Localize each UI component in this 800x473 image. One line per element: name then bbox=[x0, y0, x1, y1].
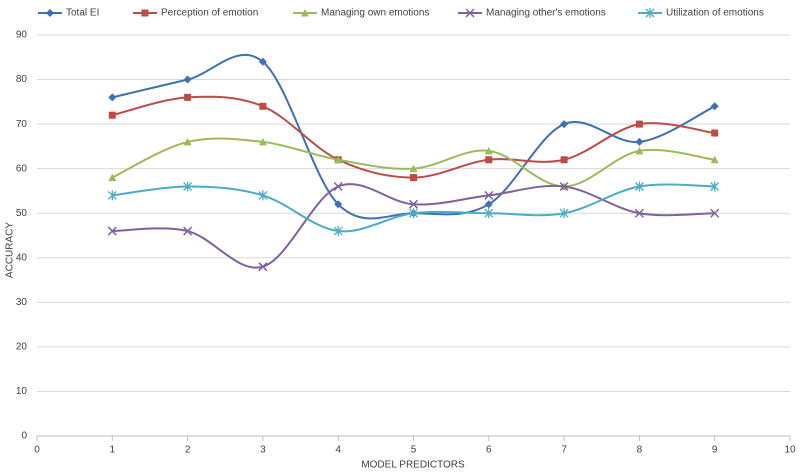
marker bbox=[334, 200, 343, 209]
legend-label: Total EI bbox=[66, 8, 99, 19]
marker bbox=[484, 208, 494, 219]
x-tick-label: 6 bbox=[486, 445, 492, 456]
x-tick-label: 8 bbox=[637, 445, 643, 456]
y-tick-label: 20 bbox=[16, 342, 28, 353]
marker bbox=[183, 226, 193, 236]
series-line bbox=[112, 183, 715, 269]
marker bbox=[107, 190, 117, 201]
marker bbox=[635, 137, 644, 146]
y-tick-label: 70 bbox=[16, 119, 28, 130]
y-tick-label: 50 bbox=[16, 208, 28, 219]
marker bbox=[634, 181, 644, 192]
y-tick-label: 30 bbox=[16, 297, 28, 308]
marker bbox=[258, 262, 268, 272]
x-tick-label: 7 bbox=[561, 445, 567, 456]
marker bbox=[485, 156, 493, 164]
x-tick-label: 2 bbox=[185, 445, 191, 456]
legend-label: Perception of emotion bbox=[161, 8, 258, 19]
legend-label: Managing other's emotions bbox=[486, 8, 606, 19]
marker bbox=[333, 226, 343, 237]
marker bbox=[108, 111, 116, 119]
marker bbox=[635, 146, 644, 155]
marker bbox=[645, 8, 655, 18]
x-axis-label: MODEL PREDICTORS bbox=[361, 460, 465, 471]
marker bbox=[711, 129, 719, 137]
marker bbox=[410, 174, 417, 182]
marker bbox=[108, 173, 117, 182]
marker bbox=[710, 208, 720, 218]
marker bbox=[258, 190, 268, 201]
marker bbox=[183, 137, 192, 146]
marker bbox=[635, 120, 643, 128]
marker bbox=[560, 156, 568, 164]
marker bbox=[409, 208, 418, 219]
marker bbox=[301, 9, 309, 17]
marker bbox=[259, 102, 267, 110]
marker bbox=[184, 93, 192, 101]
marker bbox=[183, 75, 192, 84]
marker bbox=[107, 226, 117, 236]
marker bbox=[634, 208, 644, 218]
x-tick-label: 4 bbox=[335, 445, 341, 456]
marker bbox=[46, 9, 54, 17]
legend-label: Managing own emotions bbox=[321, 8, 429, 19]
marker bbox=[465, 8, 475, 18]
legend-label: Utilization of emotions bbox=[666, 8, 764, 19]
marker bbox=[333, 181, 343, 192]
marker bbox=[484, 200, 493, 209]
y-axis-label: ACCURACY bbox=[5, 222, 16, 278]
x-tick-label: 1 bbox=[110, 445, 116, 456]
marker bbox=[710, 181, 720, 192]
y-tick-label: 10 bbox=[16, 386, 28, 397]
y-tick-label: 80 bbox=[16, 74, 28, 85]
marker bbox=[409, 164, 418, 173]
marker bbox=[710, 155, 719, 164]
y-tick-label: 60 bbox=[16, 163, 28, 174]
marker bbox=[560, 120, 569, 129]
marker bbox=[559, 181, 569, 192]
x-tick-label: 5 bbox=[411, 445, 417, 456]
x-tick-label: 10 bbox=[784, 445, 796, 456]
y-tick-label: 40 bbox=[16, 252, 28, 263]
marker bbox=[559, 208, 569, 219]
x-tick-label: 0 bbox=[34, 445, 40, 456]
x-tick-label: 9 bbox=[712, 445, 718, 456]
y-tick-label: 90 bbox=[16, 30, 28, 41]
y-tick-label: 0 bbox=[21, 431, 27, 442]
marker bbox=[258, 137, 267, 146]
marker bbox=[334, 155, 343, 164]
marker bbox=[408, 199, 419, 209]
marker bbox=[258, 57, 267, 66]
x-tick-label: 3 bbox=[260, 445, 266, 456]
marker bbox=[183, 181, 193, 192]
marker bbox=[710, 102, 719, 111]
marker bbox=[484, 190, 494, 200]
marker bbox=[484, 146, 493, 155]
marker bbox=[108, 93, 117, 102]
marker bbox=[141, 9, 149, 17]
